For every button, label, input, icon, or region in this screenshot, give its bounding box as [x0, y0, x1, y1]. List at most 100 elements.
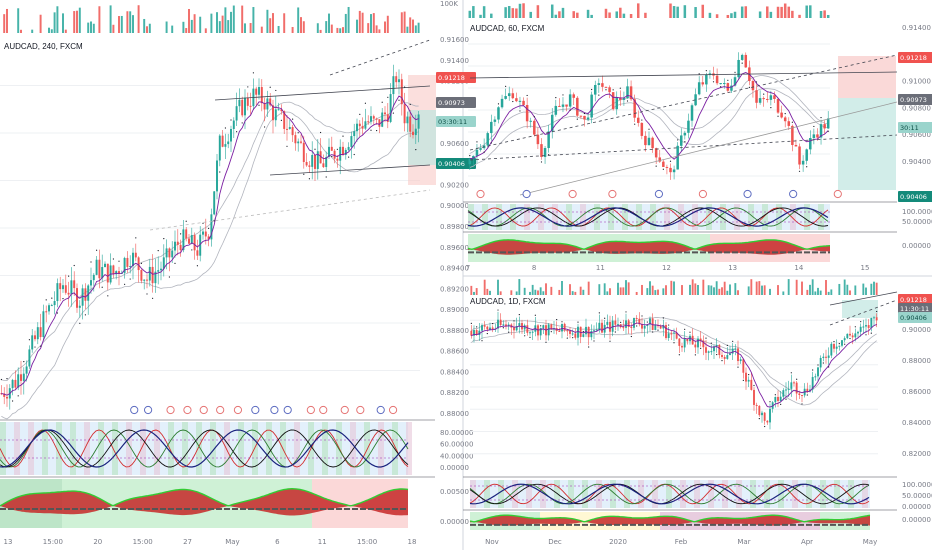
sar-dot — [833, 340, 835, 343]
sar-dot — [342, 135, 344, 137]
volume-bar — [554, 14, 558, 18]
volume-bar — [827, 291, 830, 295]
volume-bar — [511, 8, 515, 18]
volume-bar — [182, 21, 185, 33]
sar-dot — [497, 103, 500, 105]
candle-body — [638, 318, 641, 325]
oscillator-stripe — [182, 422, 188, 475]
volume-bar — [561, 280, 563, 295]
sar-dot — [550, 331, 552, 333]
candle-body — [417, 114, 420, 129]
position-zone — [838, 98, 896, 190]
sar-dot — [476, 141, 478, 143]
volume-bar — [126, 11, 129, 33]
volume-bar — [758, 281, 761, 295]
volume-bar — [651, 285, 654, 295]
candle-body — [601, 83, 604, 87]
volume-bar — [636, 3, 640, 18]
sar-dot — [705, 337, 707, 339]
candle-body — [571, 333, 574, 335]
candle-body — [758, 405, 761, 416]
volume-bar — [384, 21, 386, 33]
left-momentum-pane — [0, 479, 409, 528]
candle-body — [625, 320, 627, 328]
volume-bar — [367, 23, 370, 33]
candle-body — [3, 393, 6, 397]
bottomright-osc-tick: 100.00000 — [902, 481, 932, 489]
candle-body — [644, 135, 647, 146]
candle-body — [680, 135, 683, 146]
candle-body — [224, 144, 227, 147]
oscillator-stripe — [510, 204, 516, 230]
candle-body — [635, 317, 638, 319]
candle-body — [705, 74, 708, 85]
candle-body — [763, 412, 766, 421]
volume-bar — [572, 11, 575, 18]
volume-bar — [747, 286, 750, 295]
sar-dot — [140, 262, 142, 264]
oscillator-stripe — [650, 204, 656, 230]
candle-body — [490, 121, 493, 134]
volume-bar — [805, 5, 808, 18]
volume-bar — [347, 6, 350, 34]
volume-bar — [409, 17, 412, 33]
candle-body — [547, 131, 550, 149]
oscillator-stripe — [722, 480, 728, 508]
sar-dot — [698, 73, 700, 75]
volume-bar — [227, 20, 230, 33]
candle-body — [249, 105, 252, 107]
topright-chart-title: AUDCAD, 60, FXCM — [470, 24, 545, 33]
candle-body — [611, 320, 614, 332]
volume-bar — [417, 22, 420, 33]
volume-bar — [838, 283, 841, 295]
sar-dot — [694, 354, 696, 356]
volume-bar — [414, 25, 417, 33]
candle-body — [92, 274, 95, 281]
candle-body — [230, 129, 232, 142]
candle-body — [593, 84, 597, 95]
left-price-tick: 0.88000 — [440, 410, 469, 418]
sar-dot — [483, 151, 485, 153]
left-osc-tick: 0.00000 — [440, 464, 469, 472]
volume-bar — [542, 291, 545, 295]
volume-bar — [188, 8, 190, 33]
volume-bar — [112, 24, 115, 33]
candle-body — [518, 323, 521, 327]
volume-bar — [644, 12, 647, 18]
candle-body — [20, 374, 22, 381]
volume-bar — [193, 14, 196, 34]
candle-body — [479, 148, 482, 150]
sar-dot — [641, 119, 643, 121]
sar-dot — [684, 328, 686, 330]
left-price-pane — [0, 5, 436, 420]
topright-tag-grey-box — [898, 94, 932, 105]
candle-body — [697, 82, 701, 95]
volume-bar — [825, 280, 827, 295]
volume-bar — [277, 25, 280, 33]
candle-body — [316, 151, 319, 169]
candle-body — [246, 97, 249, 106]
volume-bar — [635, 291, 638, 295]
candle-body — [826, 118, 830, 129]
sar-dot — [529, 336, 531, 338]
sar-dot — [812, 369, 814, 371]
candle-body — [176, 241, 179, 245]
sar-dot — [34, 346, 36, 348]
left-signal-marker — [216, 405, 225, 415]
bottomright-time-label: Dec — [548, 538, 562, 546]
candle-body — [809, 389, 811, 392]
sar-dot — [716, 353, 718, 356]
oscillator-stripe — [210, 422, 216, 475]
sar-dot — [721, 360, 723, 362]
candle-body — [835, 346, 838, 349]
oscillator-stripe — [112, 422, 118, 475]
volume-bar — [622, 287, 625, 295]
candle-body — [165, 248, 168, 258]
oscillator-line — [469, 483, 870, 505]
candle-body — [188, 238, 190, 244]
left-time-label: 13 — [4, 538, 13, 546]
left-tag-teal: 03:30:11 — [438, 118, 467, 126]
candle-body — [515, 326, 518, 331]
volume-bar — [325, 21, 328, 33]
